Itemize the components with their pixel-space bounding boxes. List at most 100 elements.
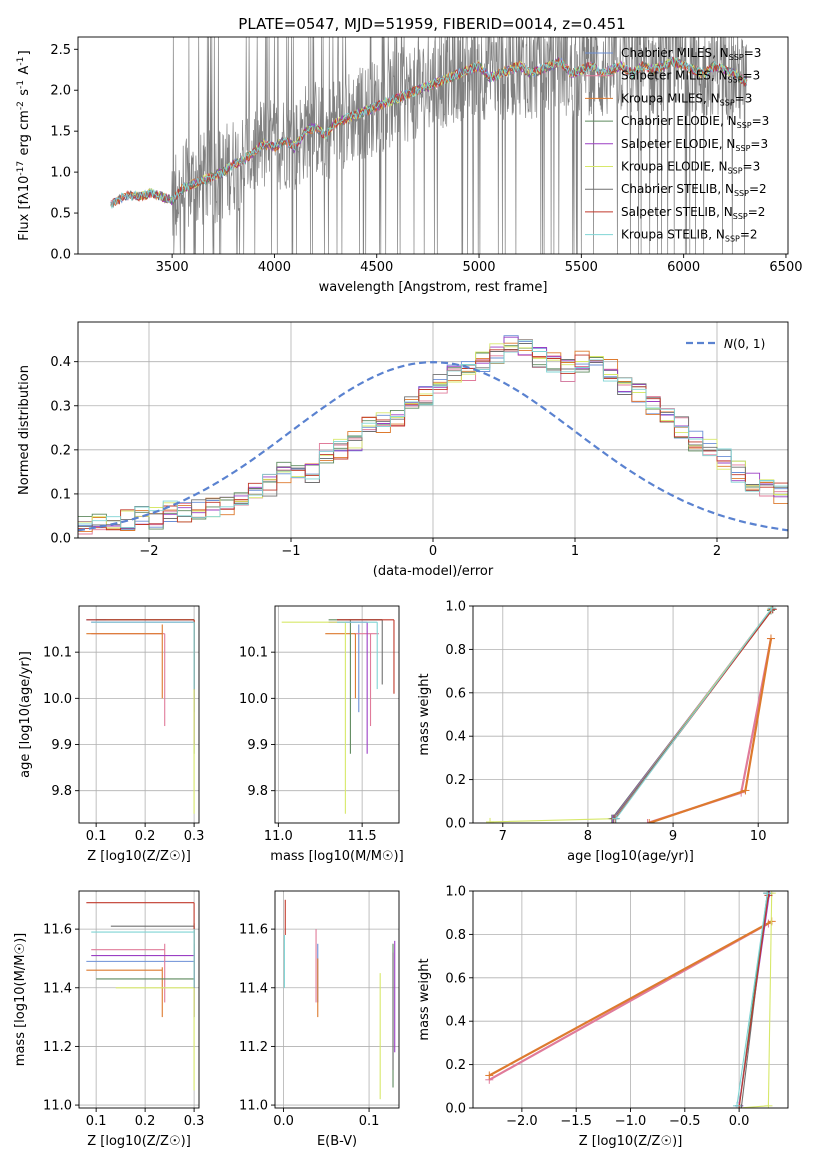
label-part: Chabrier MILES, N xyxy=(621,46,729,60)
axes-frame xyxy=(274,890,400,1109)
label-part: ] xyxy=(17,50,32,55)
x-tick-label: 1 xyxy=(571,544,579,559)
legend-label-8: Kroupa STELIB, NSSP=2 xyxy=(621,228,758,244)
x-tick-label: 0.1 xyxy=(86,829,107,844)
y-tick-label: 0.5 xyxy=(50,207,71,222)
label-part: =3 xyxy=(735,91,753,105)
y-tick-label: 1.0 xyxy=(50,166,71,181)
y-tick-label: 1.0 xyxy=(445,885,466,900)
model-spectrum-8 xyxy=(110,56,748,209)
y-tick-label: 0.0 xyxy=(445,1102,466,1117)
y-tick-label: 0.2 xyxy=(50,443,71,458)
x-tick-label: 6000 xyxy=(667,260,700,275)
y-tick-label: 0.2 xyxy=(445,1058,466,1073)
y-axis-label: Flux [fλ10-17 erg cm-2 s-1 A-1 ] xyxy=(16,50,32,240)
y-tick-label: 10.1 xyxy=(239,646,268,661)
x-tick-label: 0.2 xyxy=(135,1114,156,1129)
y-tick-label: 11.6 xyxy=(239,923,268,938)
x-tick-label: 11.5 xyxy=(348,829,377,844)
x-tick-label: 0 xyxy=(429,544,437,559)
label-part: E(B-V) xyxy=(317,1134,357,1149)
y-tick-label: 0.0 xyxy=(50,248,71,263)
y-tick-label: 0.0 xyxy=(445,817,466,832)
label-part: Kroupa STELIB, N xyxy=(621,228,725,242)
x-tick-label: 5500 xyxy=(565,260,598,275)
x-axis-label: Z [log10(Z/Z☉)] xyxy=(87,849,191,864)
y-tick-label: 0.0 xyxy=(50,532,71,547)
label-part: (data-model)/error xyxy=(373,564,494,579)
y-tick-label: 1.5 xyxy=(50,125,71,140)
label-part: s xyxy=(17,89,32,100)
plot-area xyxy=(110,37,748,254)
label-part: SSP xyxy=(725,235,740,244)
plot-area xyxy=(86,902,195,1091)
weight-line-1 xyxy=(647,638,773,823)
y-tick-label: 11.0 xyxy=(43,1099,72,1114)
label-part: SSP xyxy=(729,53,744,62)
x-tick-label: 0.1 xyxy=(359,1114,380,1129)
x-axis-label: E(B-V) xyxy=(317,1134,357,1149)
label-part: Chabrier STELIB, N xyxy=(621,182,734,196)
x-tick-label: 3500 xyxy=(156,260,189,275)
weight-line-8 xyxy=(736,893,768,1106)
y-tick-label: 11.0 xyxy=(239,1099,268,1114)
label-part: mass [log10(M/M☉)] xyxy=(13,933,28,1066)
panel-residual_histogram: −2 −1 0 1 2 0.0 0.1 0.2 0.3 0.4 (data-model)/error… xyxy=(17,321,789,579)
y-tick-label: 10.0 xyxy=(239,692,268,707)
y-tick-label: 0.6 xyxy=(445,686,466,701)
y-axis-label: Normed distribution xyxy=(17,365,32,495)
panel-age_vs_mass: 11.0 11.5 9.8 9.9 10.0 10.1 mass [log10(M/M☉)] xyxy=(239,605,404,864)
panel-weight_vs_age: 7 8 9 10 0.0 0.2 0.4 0.6 0.8 1.0 age [log10(age/yr… xyxy=(417,600,789,864)
panel-weight_vs_z: −2.0 −1.5 −1.0 −0.5 0.0 0.0 0.2 0.4 0.6 0.8 1.0 Z [… xyxy=(417,885,789,1149)
y-tick-label: 0.4 xyxy=(445,1015,466,1030)
x-tick-label: 7 xyxy=(499,829,507,844)
label-part: Normed distribution xyxy=(17,365,32,495)
y-tick-label: 0.4 xyxy=(445,730,466,745)
legend-label-normal: N(0, 1) xyxy=(724,337,765,351)
weight-line-8 xyxy=(615,607,773,820)
weight-line-7 xyxy=(738,895,769,1108)
x-axis-label: wavelength [Angstrom, rest frame] xyxy=(319,280,548,295)
legend-label-3: Chabrier ELODIE, NSSP=3 xyxy=(621,114,769,130)
label-part: Kroupa ELODIE, N xyxy=(621,160,728,174)
label-part: =2 xyxy=(748,205,766,219)
label-part: -17 xyxy=(16,161,26,176)
label-part: Kroupa MILES, N xyxy=(621,91,720,105)
label-part: λ10 xyxy=(17,176,32,200)
label-part: N xyxy=(724,337,733,351)
label-part: -1 xyxy=(16,57,26,66)
plot-area xyxy=(486,606,777,823)
y-tick-label: 0.6 xyxy=(445,971,466,986)
label-part: SSP xyxy=(720,98,735,107)
legend-label-2: Kroupa MILES, NSSP=3 xyxy=(621,91,752,107)
label-part: SSP xyxy=(737,121,752,130)
label-part: Salpeter STELIB, N xyxy=(621,205,733,219)
panel-mass_vs_ebv: 0.0 0.1 11.0 11.2 11.4 11.6 E(B-V) xyxy=(239,890,400,1149)
x-tick-label: 4500 xyxy=(360,260,393,275)
y-tick-label: 11.4 xyxy=(239,981,268,996)
y-tick-label: 0.2 xyxy=(445,773,466,788)
x-tick-label: 10 xyxy=(750,829,767,844)
label-part: A xyxy=(17,66,32,79)
label-part: age [log10(age/yr)] xyxy=(18,651,33,778)
label-part: age [log10(age/yr)] xyxy=(567,849,694,864)
plot-area xyxy=(283,899,396,1100)
weight-line-5 xyxy=(489,608,772,823)
axes-frame xyxy=(78,890,200,1109)
x-tick-label: −1.5 xyxy=(560,1114,592,1129)
plot-area xyxy=(281,619,395,814)
data-spectrum xyxy=(110,37,748,254)
label-part: =3 xyxy=(743,160,761,174)
y-tick-label: 0.8 xyxy=(445,643,466,658)
label-part: mass weight xyxy=(417,958,432,1040)
y-axis-label: age [log10(age/yr)] xyxy=(18,651,33,778)
y-tick-label: 11.2 xyxy=(43,1040,72,1055)
axes-frame xyxy=(472,605,789,824)
x-axis-label: (data-model)/error xyxy=(373,564,494,579)
y-tick-label: 2.5 xyxy=(50,43,71,58)
x-tick-label: 6500 xyxy=(769,260,802,275)
y-tick-label: 9.9 xyxy=(247,738,268,753)
label-part: Salpeter MILES, N xyxy=(621,69,728,83)
